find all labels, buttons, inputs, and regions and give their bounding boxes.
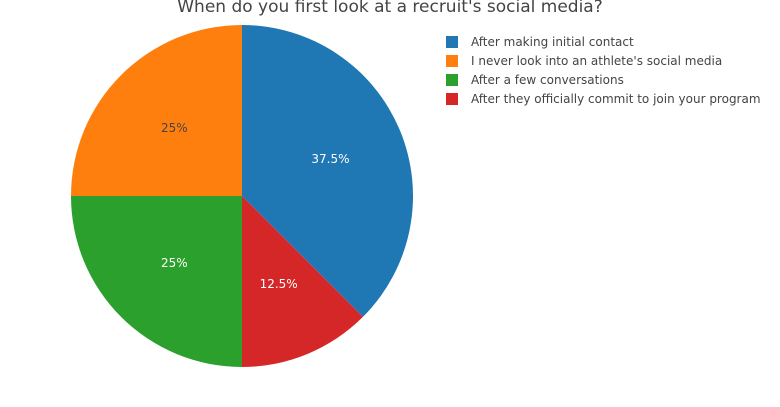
legend-item-after-a-few-conversations[interactable]: After a few conversations [446,70,761,89]
chart-title: When do you first look at a recruit's so… [177,0,603,17]
legend-label: After a few conversations [471,72,624,87]
legend-item-i-never-look-into-an-athlete-s-social-media[interactable]: I never look into an athlete's social me… [446,51,761,70]
pie-slice-after-a-few-conversations[interactable] [71,196,242,367]
pie-labels: 37.5% 12.5% 25% 25% [161,121,350,291]
pie-slice-label: 25% [161,121,188,135]
legend-swatch [446,54,458,67]
legend-label: After making initial contact [471,34,634,49]
pie-slices [71,25,413,367]
pie-slice-label: 37.5% [311,152,349,166]
legend-swatch [446,35,458,48]
legend-swatch [446,73,458,86]
pie-slice-label: 25% [161,256,188,270]
legend-item-after-they-officially-commit-to-join-your-program[interactable]: After they officially commit to join you… [446,89,761,108]
legend-label: I never look into an athlete's social me… [471,53,723,68]
legend-item-after-making-initial-contact[interactable]: After making initial contact [446,32,761,51]
legend-label: After they officially commit to join you… [471,91,761,106]
pie-slice-label: 12.5% [260,277,298,291]
pie-slice-i-never-look-into-an-athlete-s-social-media[interactable] [71,25,242,196]
pie-slice-after-they-officially-commit-to-join-your-program[interactable] [242,196,363,367]
legend-swatch [446,92,458,105]
legend: After making initial contact I never look… [446,32,761,108]
pie-slice-after-making-initial-contact[interactable] [242,25,413,317]
